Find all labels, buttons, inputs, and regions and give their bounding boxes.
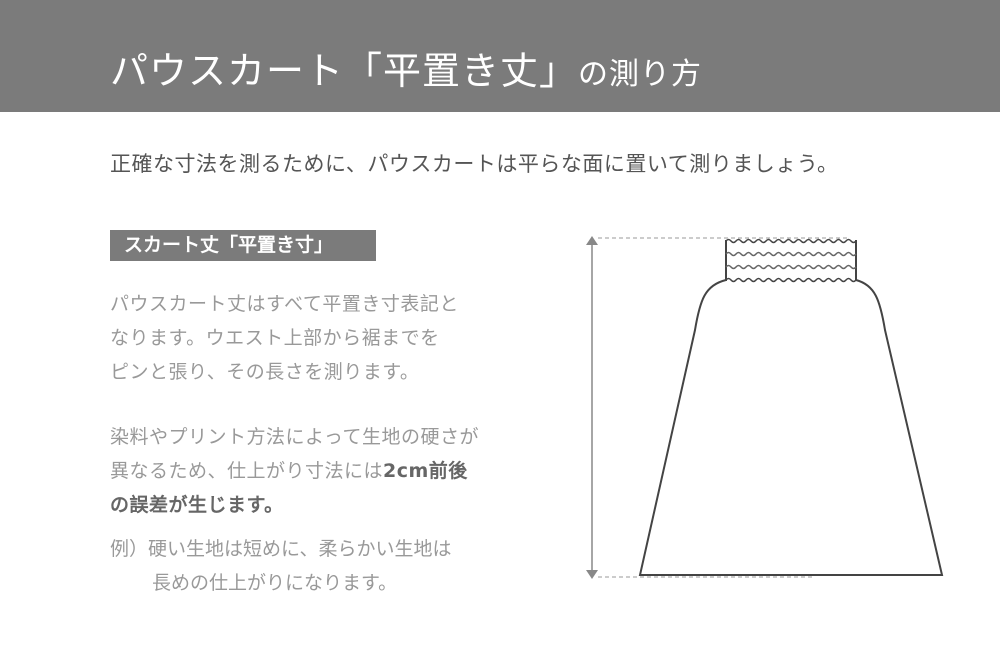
paragraph-1: パウスカート丈はすべて平置き寸表記と なります。ウエスト上部から裾までを ピンと… [110,287,459,389]
example-line: 硬い生地は短めに、柔らかい生地は [148,538,452,560]
example-line: 長めの仕上がりになります。 [152,572,398,594]
arrow-up-icon [586,236,598,245]
title-suffix: の測り方 [578,57,703,92]
paragraph-2: 染料やプリント方法によって生地の硬さが 異なるため、仕上がり寸法には2cm前後 … [110,420,479,522]
paragraph-line: 染料やプリント方法によって生地の硬さが [110,426,479,448]
paragraph-line: 異なるため、仕上がり寸法には2cm前後 [110,454,479,488]
emphasis-text: 2cm前後 [383,460,468,482]
skirt-body [638,279,944,576]
text: 異なるため、仕上がり寸法には [110,460,384,482]
example-prefix: 例） [110,538,149,560]
shirring-wave [725,277,857,283]
title-main: パウスカート「平置き丈」 [110,49,579,93]
paragraph-line: なります。ウエスト上部から裾までを [110,327,440,349]
header-banner: パウスカート「平置き丈」の測り方 [0,0,1000,112]
section-label: スカート丈「平置き寸」 [110,230,376,261]
waistband-shirring [725,238,857,283]
shirring-wave [725,264,857,270]
page-title: パウスカート「平置き丈」の測り方 [110,40,702,95]
shirring-wave [725,238,857,244]
example-note: 例）硬い生地は短めに、柔らかい生地は 長めの仕上がりになります。 [110,532,451,600]
paragraph-line: パウスカート丈はすべて平置き寸表記と [110,293,459,315]
shirring-wave [725,251,857,257]
intro-text: 正確な寸法を測るために、パウスカートは平らな面に置いて測りましょう。 [110,152,839,176]
emphasis-text: の誤差が生じます。 [110,494,284,516]
arrow-down-icon [586,570,598,579]
paragraph-line: ピンと張り、その長さを測ります。 [110,361,420,383]
